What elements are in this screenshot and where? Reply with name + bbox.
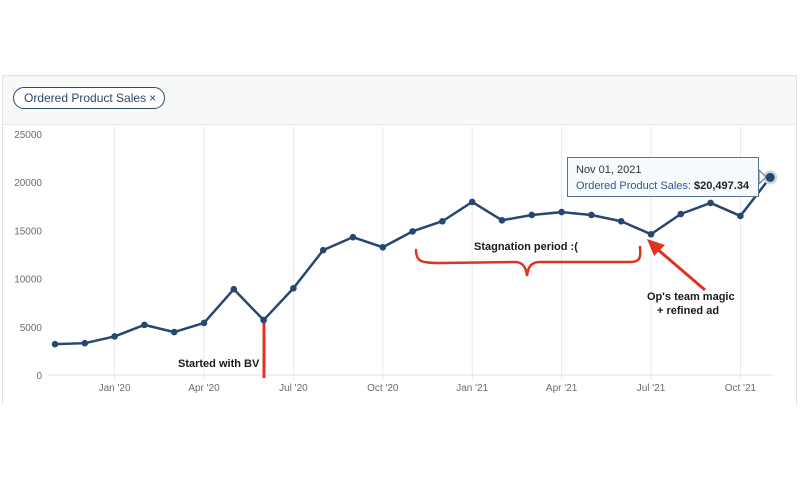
arrow-head-icon <box>647 239 665 256</box>
y-tick-label: 15000 <box>14 226 42 237</box>
sales-line <box>54 176 772 346</box>
data-point[interactable] <box>111 333 118 340</box>
stagnation-brace <box>414 245 642 277</box>
data-point[interactable] <box>319 246 327 254</box>
data-point[interactable] <box>349 233 357 241</box>
data-point[interactable] <box>290 284 297 292</box>
magic-arrow-shaft <box>655 246 706 292</box>
annotation-magic-line1: Op's team magic <box>647 291 735 303</box>
data-point[interactable] <box>647 230 655 238</box>
data-point[interactable] <box>468 198 476 206</box>
chart-card: Ordered Product Sales × <box>2 75 797 405</box>
x-tick-label: Oct '21 <box>725 383 757 394</box>
data-point[interactable] <box>765 172 775 182</box>
x-tick-label: Jul '21 <box>637 383 666 394</box>
data-point[interactable] <box>81 339 89 347</box>
data-point[interactable] <box>200 319 208 327</box>
y-tick-label: 20000 <box>14 178 42 189</box>
y-tick-label: 10000 <box>14 275 42 286</box>
data-point[interactable] <box>260 316 267 324</box>
tooltip-pointer <box>758 168 767 186</box>
annotation-started: Started with BV <box>178 358 260 370</box>
data-point[interactable] <box>588 211 595 219</box>
data-point[interactable] <box>379 243 387 251</box>
filter-chip-ordered-product-sales[interactable]: Ordered Product Sales × <box>13 87 166 109</box>
data-point[interactable] <box>707 199 714 207</box>
x-tick-label: Jul '20 <box>279 383 308 394</box>
x-tick-label: Apr '21 <box>546 383 578 394</box>
x-tick-label: Jan '21 <box>456 383 488 394</box>
data-point[interactable] <box>737 212 744 220</box>
data-point[interactable] <box>170 328 178 336</box>
data-point[interactable] <box>558 208 565 216</box>
data-point[interactable] <box>528 211 536 219</box>
data-point[interactable] <box>439 217 446 225</box>
x-tick-label: Apr '20 <box>188 383 220 394</box>
data-point[interactable] <box>409 228 416 235</box>
y-tick-label: 0 <box>36 371 42 382</box>
data-point[interactable] <box>51 340 59 348</box>
x-tick-label: Jan '20 <box>99 383 131 394</box>
data-point[interactable] <box>230 285 238 293</box>
data-point[interactable] <box>677 210 685 218</box>
tooltip-series-label: Ordered Product Sales: <box>576 180 691 192</box>
y-axis: 0 5000 10000 15000 20000 25000 <box>14 130 42 382</box>
filter-chip-label: Ordered Product Sales <box>24 91 147 105</box>
tooltip-date: Nov 01, 2021 <box>576 164 642 176</box>
data-point[interactable] <box>617 217 625 225</box>
annotation-magic-line2: + refined ad <box>657 305 719 317</box>
data-point[interactable] <box>498 216 506 224</box>
sales-series <box>51 170 778 348</box>
close-icon[interactable]: × <box>149 91 157 105</box>
y-tick-label: 25000 <box>14 130 42 141</box>
y-tick-label: 5000 <box>20 323 43 334</box>
x-axis: Jan '20 Apr '20 Jul '20 Oct '20 Jan '21 Apr '… <box>99 383 757 394</box>
annotation-stagnation: Stagnation period :( <box>474 241 578 253</box>
chart-filter-bar: Ordered Product Sales × <box>3 76 796 125</box>
data-point[interactable] <box>141 321 148 329</box>
tooltip-value: $20,497.34 <box>694 180 750 192</box>
x-tick-label: Oct '20 <box>367 383 399 394</box>
chart-tooltip: Nov 01, 2021 Ordered Product Sales: $20,… <box>567 157 759 197</box>
